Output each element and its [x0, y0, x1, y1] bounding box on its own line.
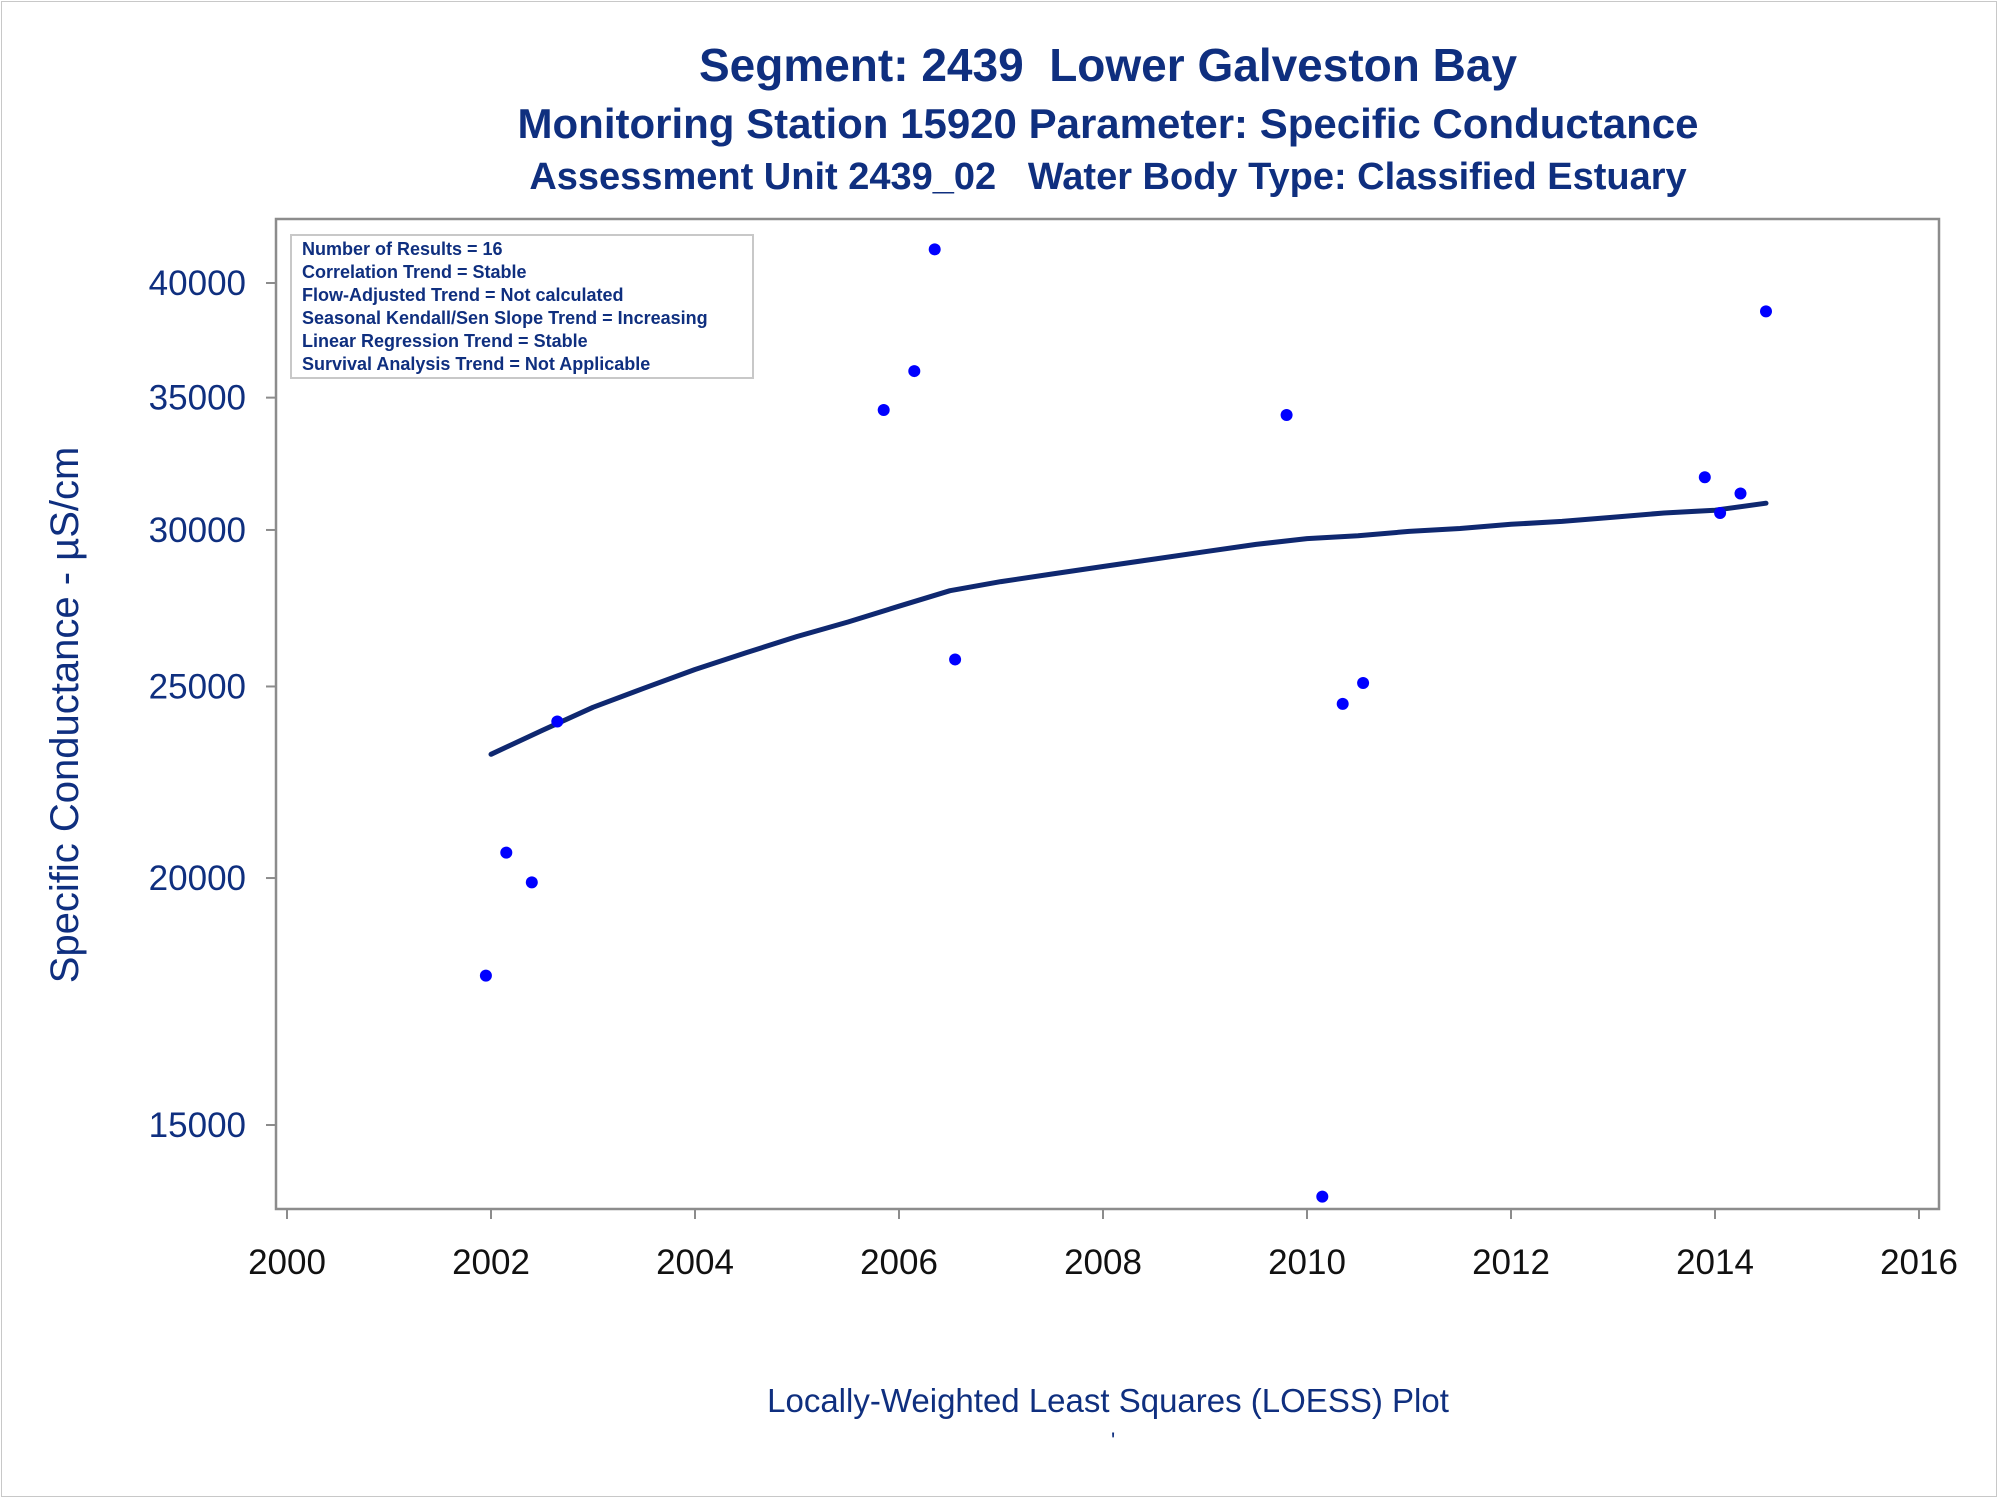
y-tick-label: 20000 [149, 859, 246, 898]
x-tick-label: 2016 [1880, 1243, 1958, 1282]
x-tick-label: 2012 [1472, 1243, 1550, 1282]
annotation-line: Seasonal Kendall/Sen Slope Trend = Incre… [302, 308, 708, 328]
data-point [1698, 471, 1711, 484]
annotation-line: Linear Regression Trend = Stable [302, 331, 588, 351]
x-tick-label: 2010 [1268, 1243, 1346, 1282]
chart-footnote: Locally-Weighted Least Squares (LOESS) P… [767, 1382, 1449, 1419]
data-point [1316, 1190, 1329, 1203]
data-point [1357, 677, 1370, 690]
annotation-line: Correlation Trend = Stable [302, 262, 527, 282]
annotation-line: Number of Results = 16 [302, 239, 503, 259]
chart-subtitle: Monitoring Station 15920 Parameter: Spec… [517, 100, 1699, 147]
data-point [1714, 506, 1727, 519]
annotation-line: Flow-Adjusted Trend = Not calculated [302, 285, 624, 305]
x-tick-label: 2002 [452, 1243, 530, 1282]
data-point [500, 846, 513, 859]
data-point [551, 715, 564, 728]
x-tick-label: 2004 [656, 1243, 734, 1282]
annotation-box [290, 234, 754, 379]
footnote-mark: ' [1111, 1428, 1116, 1453]
data-point [1760, 305, 1772, 318]
loess-line [488, 500, 1769, 757]
chart-title: Segment: 2439 Lower Galveston Bay [698, 39, 1518, 91]
data-point [1280, 408, 1293, 421]
y-tick-label: 35000 [149, 379, 246, 418]
y-tick-label: 40000 [149, 264, 246, 303]
chart-subtitle-2: Assessment Unit 2439_02 Water Body Type:… [529, 156, 1687, 198]
y-tick-label: 30000 [149, 511, 246, 550]
x-tick-label: 2000 [248, 1243, 326, 1282]
x-tick-label: 2014 [1676, 1243, 1754, 1282]
data-point [908, 365, 921, 378]
data-point [928, 243, 941, 256]
data-point [949, 653, 962, 666]
data-point [1734, 487, 1747, 500]
x-tick-label: 2006 [860, 1243, 938, 1282]
x-tick-label: 2008 [1064, 1243, 1142, 1282]
plot-area [274, 217, 1941, 1211]
annotation-line: Survival Analysis Trend = Not Applicable [302, 354, 650, 374]
y-tick-label: 25000 [149, 667, 246, 706]
y-tick-label: 15000 [149, 1106, 246, 1145]
data-point [1336, 697, 1349, 710]
data-point [479, 969, 492, 982]
data-point [877, 403, 890, 416]
y-axis-label: Specific Conductance - µS/cm [43, 447, 87, 984]
data-point [525, 876, 538, 889]
